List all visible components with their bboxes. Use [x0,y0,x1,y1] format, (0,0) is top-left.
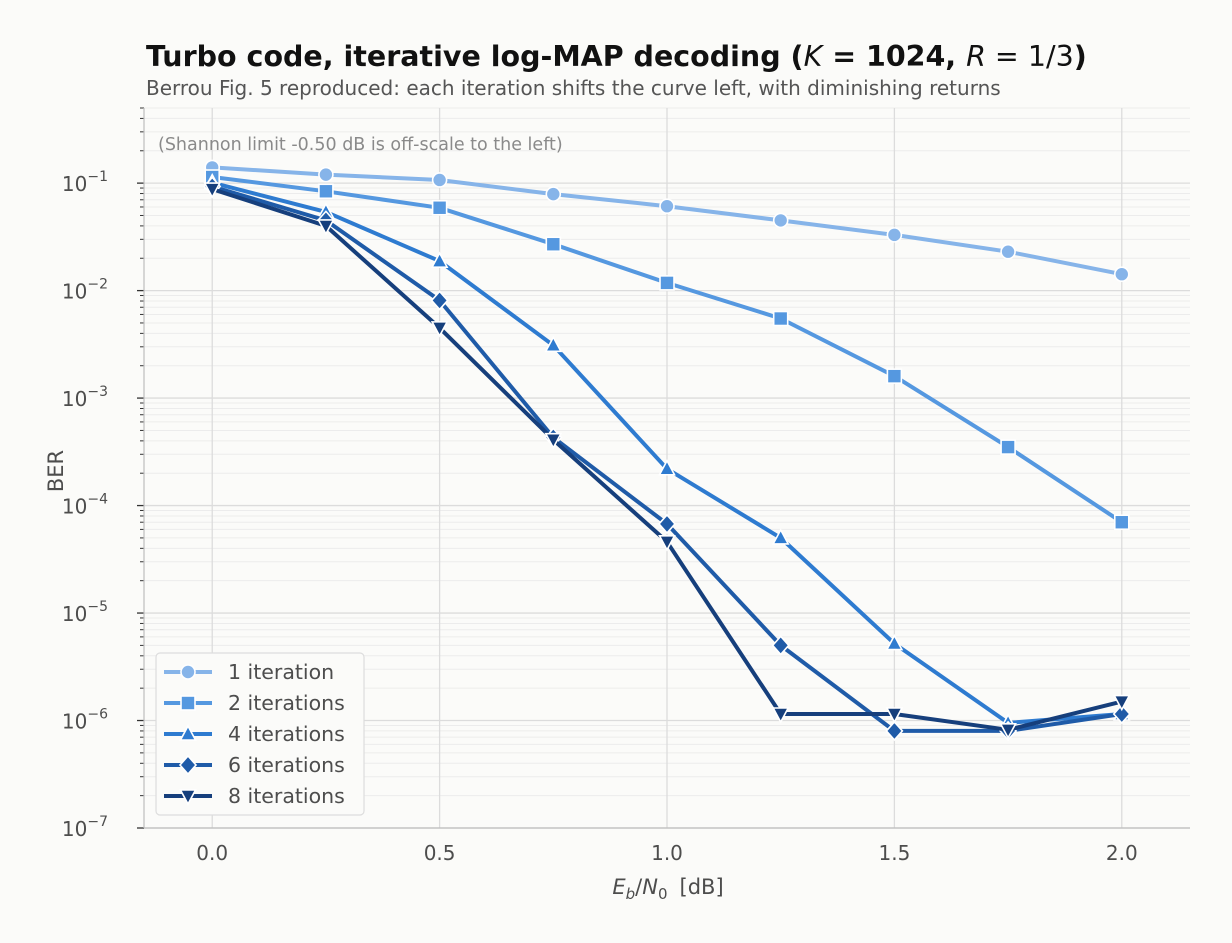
circle-marker [1113,266,1130,283]
x-tick-label: 1.5 [878,841,910,865]
x-axis-label: Eb/N0 [dB] [612,875,723,903]
legend-label: 6 iterations [228,753,345,777]
circle-marker [431,172,448,188]
legend-label: 8 iterations [228,784,345,808]
square-marker [886,368,903,384]
series-5 [203,182,1131,740]
legend-label: 2 iterations [228,691,345,715]
legend-box [155,652,365,816]
shannon-limit-annotation: (Shannon limit -0.50 dB is off-scale to … [158,135,563,155]
legend-item: 4 iterations [164,722,345,746]
y-tick-label: 10−2 [62,277,108,304]
square-marker [431,199,448,216]
triangle-up-marker [658,459,676,476]
legend-item: 6 iterations [164,753,345,777]
legend-item: 8 iterations [164,784,345,808]
legend: 1 iteration 2 iterations 4 iterations 6 ite… [155,652,365,816]
chart-title: Turbo code, iterative log-MAP decoding (… [146,40,1087,73]
circle-marker [318,166,334,183]
y-tick-label: 10−1 [62,169,108,196]
triangle-down-marker [885,707,904,724]
y-tick-label: 10−5 [62,599,108,626]
diamond-marker [430,290,449,311]
triangle-down-marker [1112,694,1131,712]
triangle-down-marker [999,722,1017,740]
triangle-down-marker [179,789,197,806]
triangle-down-marker [544,432,563,450]
square-marker [1113,514,1130,531]
y-tick-label: 10−7 [62,814,108,841]
y-axis-label: BER [44,450,68,492]
square-marker [180,695,196,711]
circle-marker [545,186,562,202]
legend-label: 4 iterations [228,722,345,746]
diamond-marker [885,720,904,742]
triangle-up-marker [430,251,449,268]
x-tick-label: 1.0 [651,841,683,865]
legend-label: 1 iteration [228,660,334,684]
triangle-down-marker [771,707,790,724]
triangle-down-marker [430,321,449,338]
series-layer [203,159,1131,742]
triangle-down-marker [658,535,676,552]
triangle-down-marker [203,182,222,199]
y-tick-label: 10−6 [62,707,108,734]
y-tick-labels: 10−7 10−6 10−5 10−4 10−3 10−2 10−1 [62,169,108,841]
circle-marker [886,227,903,243]
y-tick-label: 10−3 [62,384,108,411]
triangle-up-marker [179,724,197,741]
y-tick-label: 10−4 [62,492,108,519]
axes [137,107,1190,829]
circle-marker [1000,243,1016,260]
diamond-marker [771,635,790,656]
legend-item: 1 iteration [164,660,334,684]
x-tick-label: 0.0 [196,841,228,865]
square-marker [318,183,334,200]
square-marker [659,275,675,291]
diamond-marker [1112,703,1131,725]
triangle-up-marker [771,528,790,545]
legend-item: 2 iterations [164,691,345,715]
triangle-down-marker [317,219,335,236]
x-tick-label: 0.5 [424,841,456,865]
square-marker [545,236,562,253]
circle-marker [180,664,196,680]
circle-marker [772,212,789,229]
series-1 [204,159,1130,283]
triangle-up-marker [885,633,904,651]
diamond-marker [657,513,677,535]
square-marker [772,310,789,327]
triangle-up-marker [544,335,563,353]
x-tick-labels: 0.0 0.5 1.0 1.5 2.0 [196,841,1137,865]
circle-marker [659,198,675,214]
square-marker [1000,439,1016,455]
series-2 [204,169,1130,531]
chart-subtitle: Berrou Fig. 5 reproduced: each iteration… [146,76,1001,100]
diamond-marker [178,754,198,776]
x-tick-label: 2.0 [1106,841,1138,865]
